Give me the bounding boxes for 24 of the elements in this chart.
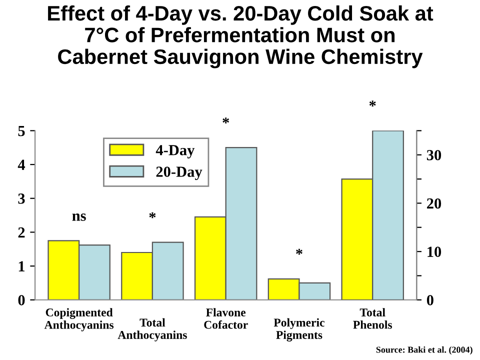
x-tick-label: Total Anthocyanins: [118, 318, 187, 342]
annotation: *: [296, 248, 302, 255]
x-tick-label: Polymeric Pigments: [274, 318, 324, 342]
y-tick-label: 1: [18, 261, 25, 272]
y2-tick-label: 20: [427, 198, 442, 209]
y2-tick-label: 10: [428, 246, 442, 257]
y-tick-label: 0: [18, 295, 25, 306]
annotation: *: [149, 212, 156, 218]
legend-label: 4-Day: [156, 145, 195, 158]
annotation: ns: [72, 214, 86, 221]
y-tick-label: 3: [18, 194, 25, 204]
text: *: [369, 100, 376, 106]
x-tick-label: Flavone Cofactor: [204, 308, 248, 329]
y2-tick-label: 30: [426, 150, 442, 160]
y-tick-label: 5: [18, 126, 25, 136]
y-tick-label: 4: [18, 160, 26, 170]
source-note: Source: Baki et al. (2004): [376, 346, 472, 355]
x-tick-label: Copigmented Anthocyanins: [44, 308, 114, 332]
x-tick-label: Total Phenols: [353, 308, 392, 329]
text: *: [222, 118, 230, 124]
legend-label: 20-Day: [156, 166, 202, 180]
chart-title: Effect of 4-Day vs. 20-Day Cold Soak at 7°C of Prefermentation Must on Cabernet Sauvignon Wine Chemistry: [48, 5, 434, 68]
y2-tick-label: 0: [426, 295, 434, 306]
y-tick-label: 2: [18, 227, 25, 238]
